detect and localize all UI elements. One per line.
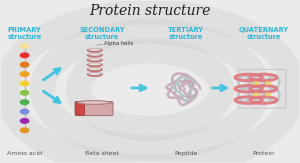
Circle shape	[20, 128, 29, 133]
FancyBboxPatch shape	[76, 102, 85, 115]
Text: SECONDARY
structure: SECONDARY structure	[80, 27, 125, 40]
Circle shape	[20, 100, 29, 104]
Text: Protein structure: Protein structure	[89, 4, 211, 18]
Circle shape	[266, 93, 270, 96]
Text: Protein: Protein	[253, 151, 274, 156]
Text: QUATERNARY
structure: QUATERNARY structure	[238, 27, 289, 40]
Circle shape	[20, 109, 29, 114]
Circle shape	[20, 91, 29, 95]
Circle shape	[20, 53, 29, 58]
Circle shape	[254, 82, 258, 84]
Circle shape	[254, 93, 258, 96]
Text: Alpha helix: Alpha helix	[104, 41, 133, 46]
Circle shape	[20, 81, 29, 86]
Circle shape	[266, 82, 270, 84]
Circle shape	[20, 72, 29, 76]
Text: PRIMARY
structure: PRIMARY structure	[8, 27, 42, 40]
Text: Amino acid: Amino acid	[7, 151, 42, 156]
Circle shape	[20, 119, 29, 123]
FancyBboxPatch shape	[75, 102, 113, 116]
Text: Beta sheet: Beta sheet	[85, 151, 119, 156]
Circle shape	[20, 44, 29, 48]
Circle shape	[20, 62, 29, 67]
Ellipse shape	[77, 101, 111, 104]
Text: TERTIARY
structure: TERTIARY structure	[168, 27, 204, 40]
Text: Peptide: Peptide	[174, 151, 197, 156]
